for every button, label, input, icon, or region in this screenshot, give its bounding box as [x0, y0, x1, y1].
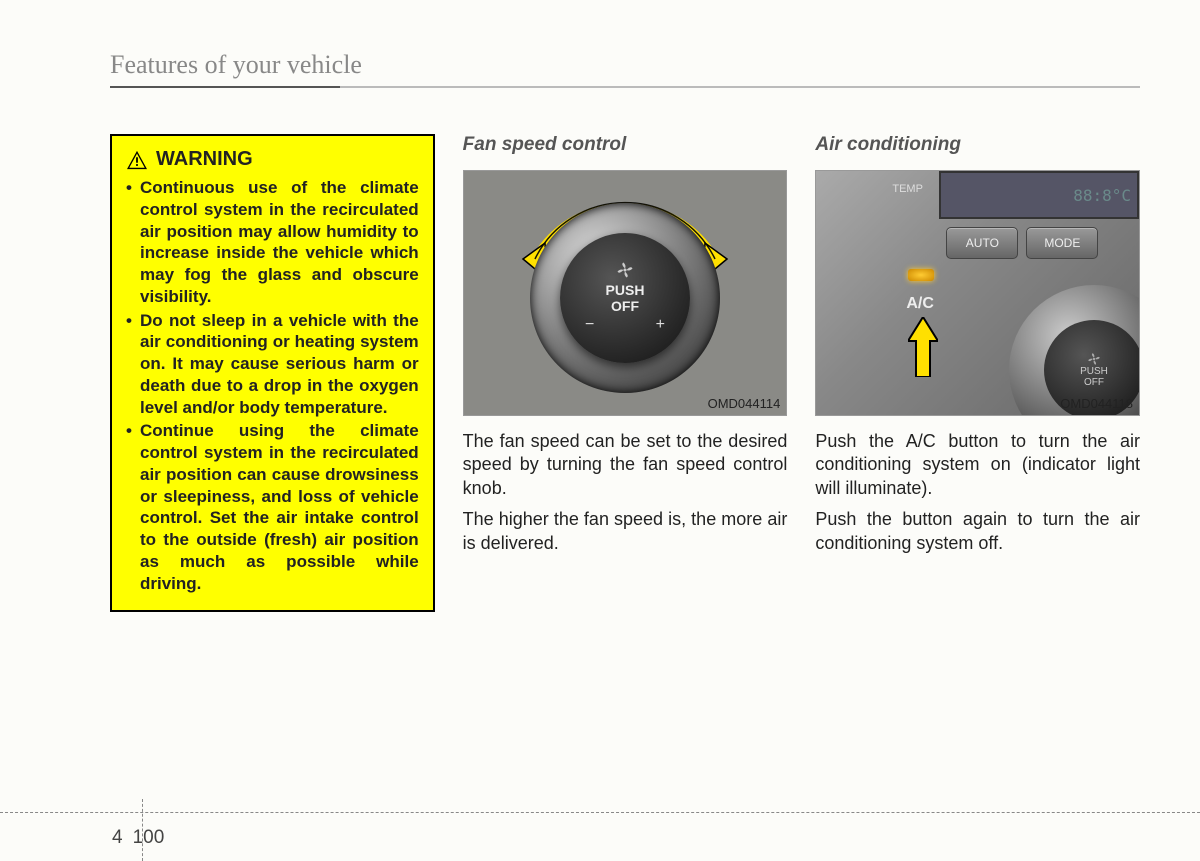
fan-knob-face: PUSH OFF − + [560, 233, 690, 363]
ac-knob-off: OFF [1084, 377, 1104, 388]
ac-mode-button: MODE [1026, 227, 1098, 259]
ac-panel: TEMP 88:8°C AUTO MODE A/C [816, 171, 1139, 415]
page-section: 4 [112, 827, 123, 849]
warning-item: Continuous use of the climate control sy… [126, 177, 419, 308]
ac-temp-label: TEMP [892, 183, 923, 195]
warning-triangle-icon [126, 150, 148, 170]
fan-blade-icon [616, 261, 634, 279]
chapter-title: Features of your vehicle [110, 50, 1140, 80]
warning-title: WARNING [156, 148, 253, 171]
fan-minus: − [585, 316, 594, 334]
fan-knob-push: PUSH [606, 282, 645, 298]
fan-blade-icon [1087, 352, 1101, 366]
page-number-value: 100 [133, 827, 165, 849]
fan-knob: PUSH OFF − + [530, 203, 720, 393]
ac-para-2: Push the button again to turn the air co… [815, 508, 1140, 555]
warning-header: WARNING [126, 148, 419, 171]
fan-knob-text: PUSH OFF [606, 283, 645, 314]
ac-indicator-light-icon [908, 269, 934, 281]
title-rule [110, 86, 1140, 88]
ac-knob-push: PUSH [1080, 366, 1108, 377]
fan-para-1: The fan speed can be set to the desired … [463, 430, 788, 500]
warning-box: WARNING Continuous use of the climate co… [110, 134, 435, 612]
content-columns: WARNING Continuous use of the climate co… [110, 134, 1140, 612]
fan-knob-off: OFF [611, 298, 639, 314]
ac-para-1: Push the A/C button to turn the air cond… [815, 430, 1140, 500]
fan-figure: PUSH OFF − + OMD044114 [463, 170, 788, 416]
ac-display: 88:8°C [939, 171, 1139, 219]
warning-list: Continuous use of the climate control sy… [126, 177, 419, 594]
ac-auto-label: AUTO [966, 236, 999, 250]
column-warning: WARNING Continuous use of the climate co… [110, 134, 435, 612]
ac-figure-code: OMD044118 [1060, 396, 1133, 411]
page-number: 4 100 [112, 827, 164, 849]
footer-trim-line [0, 812, 1200, 813]
manual-page: Features of your vehicle WARNING Continu… [0, 0, 1200, 612]
ac-mode-label: MODE [1044, 236, 1080, 250]
ac-auto-button: AUTO [946, 227, 1018, 259]
ac-heading: Air conditioning [815, 134, 1140, 156]
ac-button-label: A/C [906, 295, 934, 313]
column-ac: Air conditioning TEMP 88:8°C AUTO MODE A… [815, 134, 1140, 612]
ac-display-text: 88:8°C [1073, 186, 1131, 205]
ac-pointer-arrow-icon [908, 317, 938, 377]
column-fan: Fan speed control [463, 134, 788, 612]
warning-item: Do not sleep in a vehicle with the air c… [126, 310, 419, 419]
warning-item: Continue using the climate control syste… [126, 420, 419, 594]
ac-figure: TEMP 88:8°C AUTO MODE A/C [815, 170, 1140, 416]
fan-para-2: The higher the fan speed is, the more ai… [463, 508, 788, 555]
fan-figure-code: OMD044114 [708, 396, 781, 411]
fan-plus: + [656, 316, 665, 334]
fan-heading: Fan speed control [463, 134, 788, 156]
fan-plus-minus: − + [585, 316, 665, 334]
